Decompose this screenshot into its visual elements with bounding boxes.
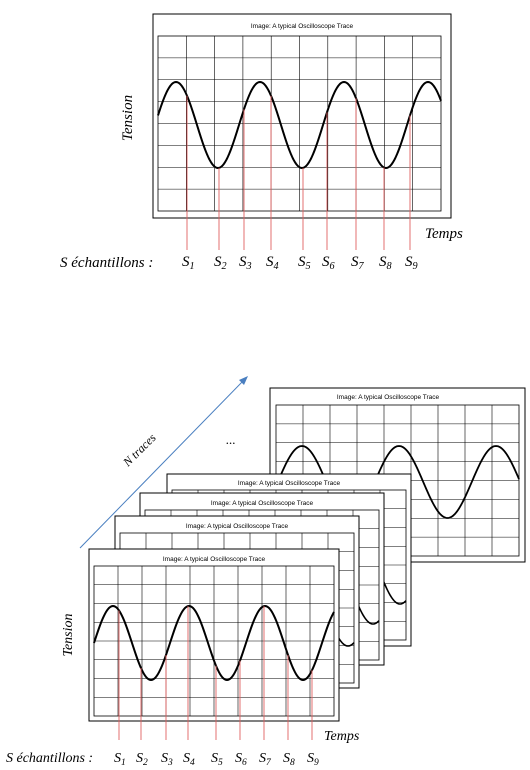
panel-m1-title: Image: A typical Oscilloscope Trace bbox=[186, 523, 289, 530]
trace-panel-front: Image: A typical Oscilloscope Trace bbox=[88, 548, 340, 740]
sample-label-7: S7 bbox=[351, 254, 365, 272]
sample-label-7: S7 bbox=[259, 751, 272, 768]
bottom-samples-label: S échantillons : bbox=[6, 751, 93, 766]
bottom-sample-labels: S1 S2 S3 S4 S5 S6 S7 S8 S9 bbox=[114, 751, 319, 768]
top-waveform bbox=[157, 80, 442, 170]
ellipsis: ... bbox=[226, 432, 236, 447]
sample-label-5: S5 bbox=[298, 254, 311, 272]
bottom-oscilloscope-stack: N traces ... Image: A typical Oscillosco… bbox=[6, 376, 526, 768]
sample-label-9: S9 bbox=[405, 254, 418, 272]
top-sample-lines bbox=[186, 95, 411, 250]
top-sample-labels: S1 S2 S3 S4 S5 S6 S7 S8 S9 bbox=[182, 254, 418, 272]
sample-label-4: S4 bbox=[266, 254, 279, 272]
sample-label-1: S1 bbox=[182, 254, 195, 272]
sample-label-9: S9 bbox=[307, 751, 319, 768]
sample-label-4: S4 bbox=[183, 751, 195, 768]
sample-label-3: S3 bbox=[161, 751, 173, 768]
panel-front-title: Image: A typical Oscilloscope Trace bbox=[163, 556, 266, 563]
bottom-x-label: Temps bbox=[324, 729, 360, 744]
traces-arrow-head bbox=[239, 376, 248, 385]
sample-label-8: S8 bbox=[283, 751, 295, 768]
panel-m2-title: Image: A typical Oscilloscope Trace bbox=[211, 500, 314, 507]
sample-label-5: S5 bbox=[211, 751, 223, 768]
panel-m3-title: Image: A typical Oscilloscope Trace bbox=[238, 480, 341, 487]
panel-front-waveform bbox=[93, 604, 335, 682]
sample-label-6: S6 bbox=[235, 751, 247, 768]
bottom-y-label: Tension bbox=[61, 613, 76, 656]
sample-label-2: S2 bbox=[136, 751, 148, 768]
panel-back-title: Image: A typical Oscilloscope Trace bbox=[337, 394, 440, 401]
bottom-sample-lines bbox=[118, 606, 313, 740]
traces-label: N traces bbox=[120, 430, 159, 469]
sample-label-3: S3 bbox=[239, 254, 252, 272]
top-y-label: Tension bbox=[120, 95, 136, 141]
top-samples-label: S échantillons : bbox=[60, 255, 153, 271]
panel-front-grid bbox=[93, 565, 335, 717]
traces-arrow bbox=[79, 379, 245, 549]
top-title: Image: A typical Oscilloscope Trace bbox=[251, 23, 354, 30]
panel-back-waveform bbox=[275, 445, 520, 519]
sample-label-8: S8 bbox=[379, 254, 392, 272]
sample-label-2: S2 bbox=[214, 254, 227, 272]
top-x-label: Temps bbox=[425, 226, 463, 242]
top-oscilloscope-figure: Image: A typical Oscilloscope Trace Tens… bbox=[60, 13, 463, 272]
sample-label-6: S6 bbox=[322, 254, 336, 272]
top-frame bbox=[152, 13, 452, 219]
sample-label-1: S1 bbox=[114, 751, 126, 768]
